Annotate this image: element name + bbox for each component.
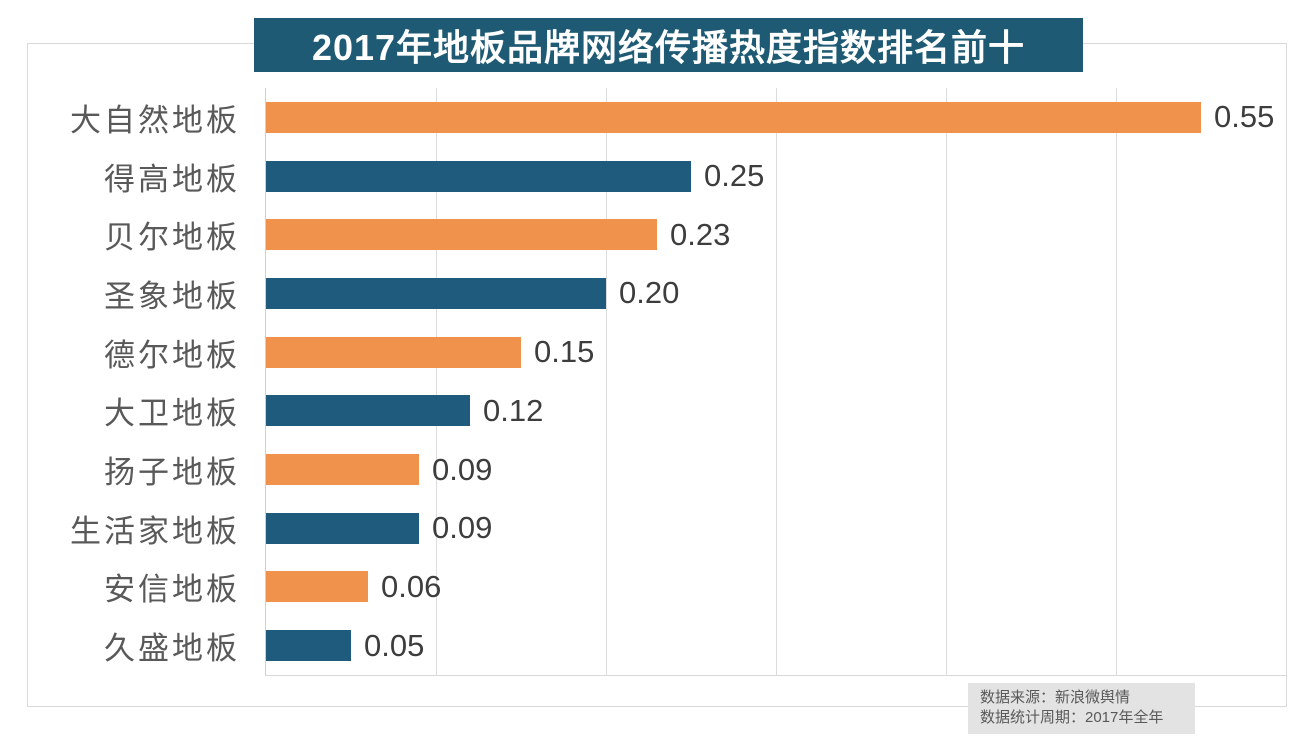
chart-title: 2017年地板品牌网络传播热度指数排名前十 xyxy=(311,27,1026,68)
value-label: 0.15 xyxy=(534,334,595,370)
bar-row: 0.09 xyxy=(266,440,1286,499)
bar-row: 0.23 xyxy=(266,205,1286,264)
bar xyxy=(266,336,521,368)
value-label: 0.12 xyxy=(483,392,544,428)
value-label: 0.25 xyxy=(704,158,765,194)
bar xyxy=(266,395,470,427)
bar-row: 0.25 xyxy=(266,147,1286,206)
bar xyxy=(266,277,606,309)
category-label: 贝尔地板 xyxy=(104,220,240,256)
value-label: 0.06 xyxy=(381,568,442,604)
bar-row: 0.09 xyxy=(266,499,1286,558)
gridline xyxy=(776,88,777,675)
bar-row: 0.12 xyxy=(266,382,1286,441)
value-label: 0.09 xyxy=(432,510,493,546)
bar xyxy=(266,630,351,662)
bar xyxy=(266,160,691,192)
gridline xyxy=(1116,88,1117,675)
category-axis: 大自然地板得高地板贝尔地板圣象地板德尔地板大卫地板扬子地板生活家地板安信地板久盛… xyxy=(27,88,240,675)
value-label: 0.55 xyxy=(1214,99,1275,135)
bar-row: 0.15 xyxy=(266,323,1286,382)
bar-rows: 0.55 0.25 0.23 0.20 0.15 0.12 0.09 0.09 0.06 0.05 xyxy=(266,88,1286,675)
value-label: 0.05 xyxy=(364,627,425,663)
category-label: 扬子地板 xyxy=(104,455,240,491)
category-label: 生活家地板 xyxy=(70,513,240,549)
category-label: 圣象地板 xyxy=(104,278,240,314)
value-label: 0.09 xyxy=(432,451,493,487)
bar-row: 0.20 xyxy=(266,264,1286,323)
bar xyxy=(266,454,419,486)
bar xyxy=(266,219,657,251)
source-line-2: 数据统计周期：2017年全年 xyxy=(980,709,1164,726)
category-label: 久盛地板 xyxy=(104,631,240,667)
gridline xyxy=(436,88,437,675)
bar xyxy=(266,571,368,603)
category-label: 安信地板 xyxy=(104,572,240,608)
category-label: 大卫地板 xyxy=(104,396,240,432)
category-label: 大自然地板 xyxy=(70,102,240,138)
category-label: 得高地板 xyxy=(104,161,240,197)
bar-row: 0.55 xyxy=(266,88,1286,147)
value-label: 0.23 xyxy=(670,216,731,252)
gridline xyxy=(606,88,607,675)
source-note: 数据来源：新浪微舆情 数据统计周期：2017年全年 xyxy=(968,683,1195,734)
bar-row: 0.06 xyxy=(266,558,1286,617)
bar xyxy=(266,512,419,544)
bar-row: 0.05 xyxy=(266,616,1286,675)
gridline xyxy=(946,88,947,675)
value-label: 0.20 xyxy=(619,275,680,311)
category-label: 德尔地板 xyxy=(104,337,240,373)
chart-title-banner: 2017年地板品牌网络传播热度指数排名前十 xyxy=(254,18,1083,72)
source-line-1: 数据来源：新浪微舆情 xyxy=(980,689,1131,706)
bar xyxy=(266,101,1201,133)
plot-area: 0.55 0.25 0.23 0.20 0.15 0.12 0.09 0.09 0.06 0.05 xyxy=(265,88,1286,676)
